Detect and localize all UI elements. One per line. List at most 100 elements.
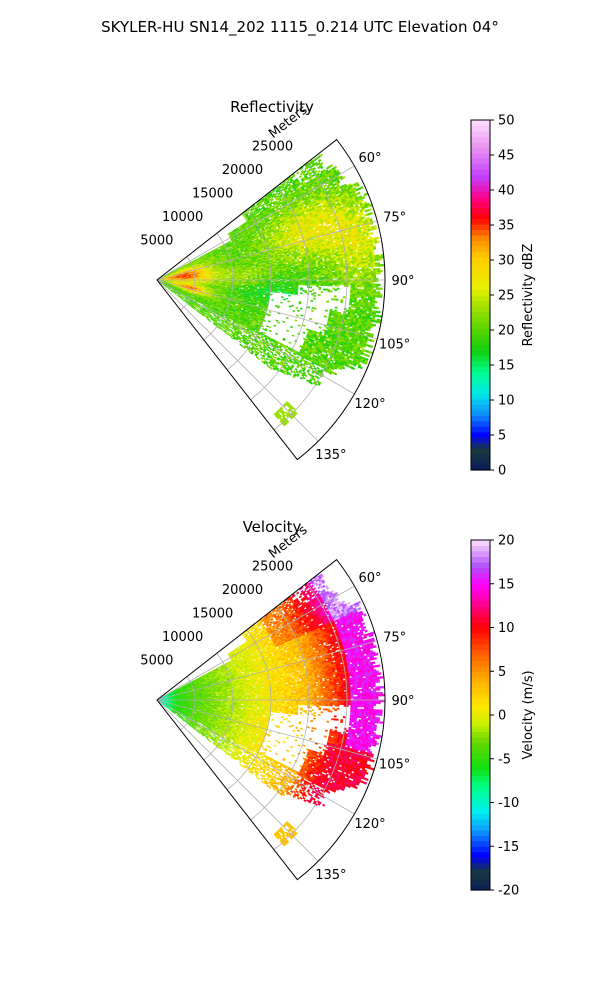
radial-tick-label: 20000	[222, 163, 263, 178]
azimuth-spoke-3	[156, 699, 378, 760]
colorbar-tick-label: 5	[498, 665, 506, 680]
range-ring-0	[180, 676, 196, 731]
panel-title: Velocity	[243, 518, 302, 536]
colorbar-swatch	[471, 125, 490, 132]
radial-tick-label: 5000	[140, 653, 173, 668]
colorbar-swatch	[471, 786, 490, 793]
colorbar-swatch	[471, 709, 490, 716]
range-ring-2	[226, 629, 272, 791]
colorbar-swatch	[471, 251, 490, 258]
azimuth-spoke-5	[156, 699, 319, 862]
range-ring-4	[273, 162, 348, 431]
colorbar: -20 -15 -10 -5 0 5 10 15 20 Velocity (m/s)	[470, 534, 536, 899]
panel-reflectivity: Reflectivity500010000150002000025000Mete…	[140, 98, 536, 479]
colorbar-swatch	[471, 464, 490, 471]
angle-tick-label: 120°	[354, 817, 385, 832]
colorbar-swatch	[471, 393, 490, 400]
colorbar-swatch	[471, 611, 490, 618]
colorbar-swatch	[471, 627, 490, 634]
colorbar-swatch	[471, 158, 490, 165]
colorbar-swatch	[471, 278, 490, 285]
colorbar-swatch	[471, 638, 490, 645]
colorbar-swatch	[471, 824, 490, 831]
colorbar-swatch	[471, 764, 490, 771]
colorbar-swatch	[471, 338, 490, 345]
colorbar-tick-label: 50	[498, 114, 515, 129]
sector-frame	[156, 138, 386, 461]
colorbar-swatch	[471, 616, 490, 623]
angle-tick-label: 75°	[383, 210, 406, 225]
radar-field	[156, 573, 386, 847]
colorbar-swatch	[471, 152, 490, 159]
colorbar-swatch	[471, 426, 490, 433]
colorbar-swatch	[471, 256, 490, 263]
colorbar-swatch	[471, 583, 490, 590]
colorbar-swatch	[471, 643, 490, 650]
azimuth-spoke-5	[156, 279, 319, 442]
colorbar-swatch	[471, 753, 490, 760]
range-ring-2	[226, 209, 272, 371]
colorbar-swatch	[471, 355, 490, 362]
azimuth-spoke-4	[156, 279, 355, 395]
colorbar-swatch	[471, 605, 490, 612]
colorbar-swatch	[471, 382, 490, 389]
colorbar-swatch	[471, 333, 490, 340]
colorbar-swatch	[471, 720, 490, 727]
azimuth-spoke-3	[156, 279, 378, 340]
colorbar-swatch	[471, 240, 490, 247]
range-ring-1	[203, 232, 234, 341]
colorbar-swatch	[471, 120, 490, 127]
azimuth-spoke-1	[156, 640, 378, 701]
colorbar-swatch	[471, 404, 490, 411]
colorbar-swatch	[471, 868, 490, 875]
colorbar-swatch	[471, 731, 490, 738]
radial-tick-label: 10000	[162, 210, 203, 225]
colorbar-swatch	[471, 736, 490, 743]
colorbar-swatch	[471, 818, 490, 825]
figure-suptitle: SKYLER-HU SN14_202 1115_0.214 UTC Elevat…	[101, 18, 499, 37]
angle-tick-label: 120°	[354, 397, 385, 412]
azimuth-spoke-0	[156, 585, 355, 701]
colorbar-tick-label: 40	[498, 184, 515, 199]
colorbar-swatch	[471, 202, 490, 209]
colorbar-swatch	[471, 649, 490, 656]
colorbar-swatch	[471, 218, 490, 225]
colorbar-swatch	[471, 196, 490, 203]
colorbar-swatch	[471, 223, 490, 230]
polar-grid	[156, 162, 385, 442]
colorbar-swatch	[471, 262, 490, 269]
colorbar-swatch	[471, 682, 490, 689]
colorbar-swatch	[471, 344, 490, 351]
colorbar-swatch	[471, 147, 490, 154]
colorbar-swatch	[471, 725, 490, 733]
colorbar-swatch	[471, 715, 490, 722]
angle-tick-label: 135°	[315, 868, 346, 883]
colorbar-swatch	[471, 742, 490, 749]
colorbar-swatch	[471, 879, 490, 886]
colorbar-tick-label: 0	[498, 709, 506, 724]
colorbar-swatch	[471, 704, 490, 711]
radial-tick-label: 25000	[252, 140, 293, 155]
colorbar-swatch	[471, 807, 490, 815]
colorbar-tick-label: -15	[498, 840, 519, 855]
range-ring-0	[180, 256, 196, 311]
colorbar-swatch	[471, 660, 490, 667]
colorbar-swatch	[471, 851, 490, 858]
angle-tick-label: 90°	[391, 274, 414, 289]
colorbar-tick-label: 25	[498, 289, 515, 304]
colorbar-tick-label: -5	[498, 752, 511, 767]
colorbar-swatch	[471, 676, 490, 683]
panel-velocity: Velocity500010000150002000025000Meters60…	[140, 518, 536, 899]
colorbar-tick-label: 5	[498, 429, 506, 444]
colorbar-swatch	[471, 545, 490, 552]
colorbar-swatch	[471, 589, 490, 596]
colorbar-swatch	[471, 284, 490, 291]
colorbar-swatch	[471, 371, 490, 378]
radial-tick-label: 20000	[222, 583, 263, 598]
colorbar-swatch	[471, 671, 490, 678]
colorbar-swatch	[471, 857, 490, 864]
radial-tick-label: 15000	[192, 187, 233, 202]
colorbar-swatch	[471, 862, 490, 869]
azimuth-spoke-0	[156, 165, 355, 281]
colorbar-swatch	[471, 136, 490, 143]
